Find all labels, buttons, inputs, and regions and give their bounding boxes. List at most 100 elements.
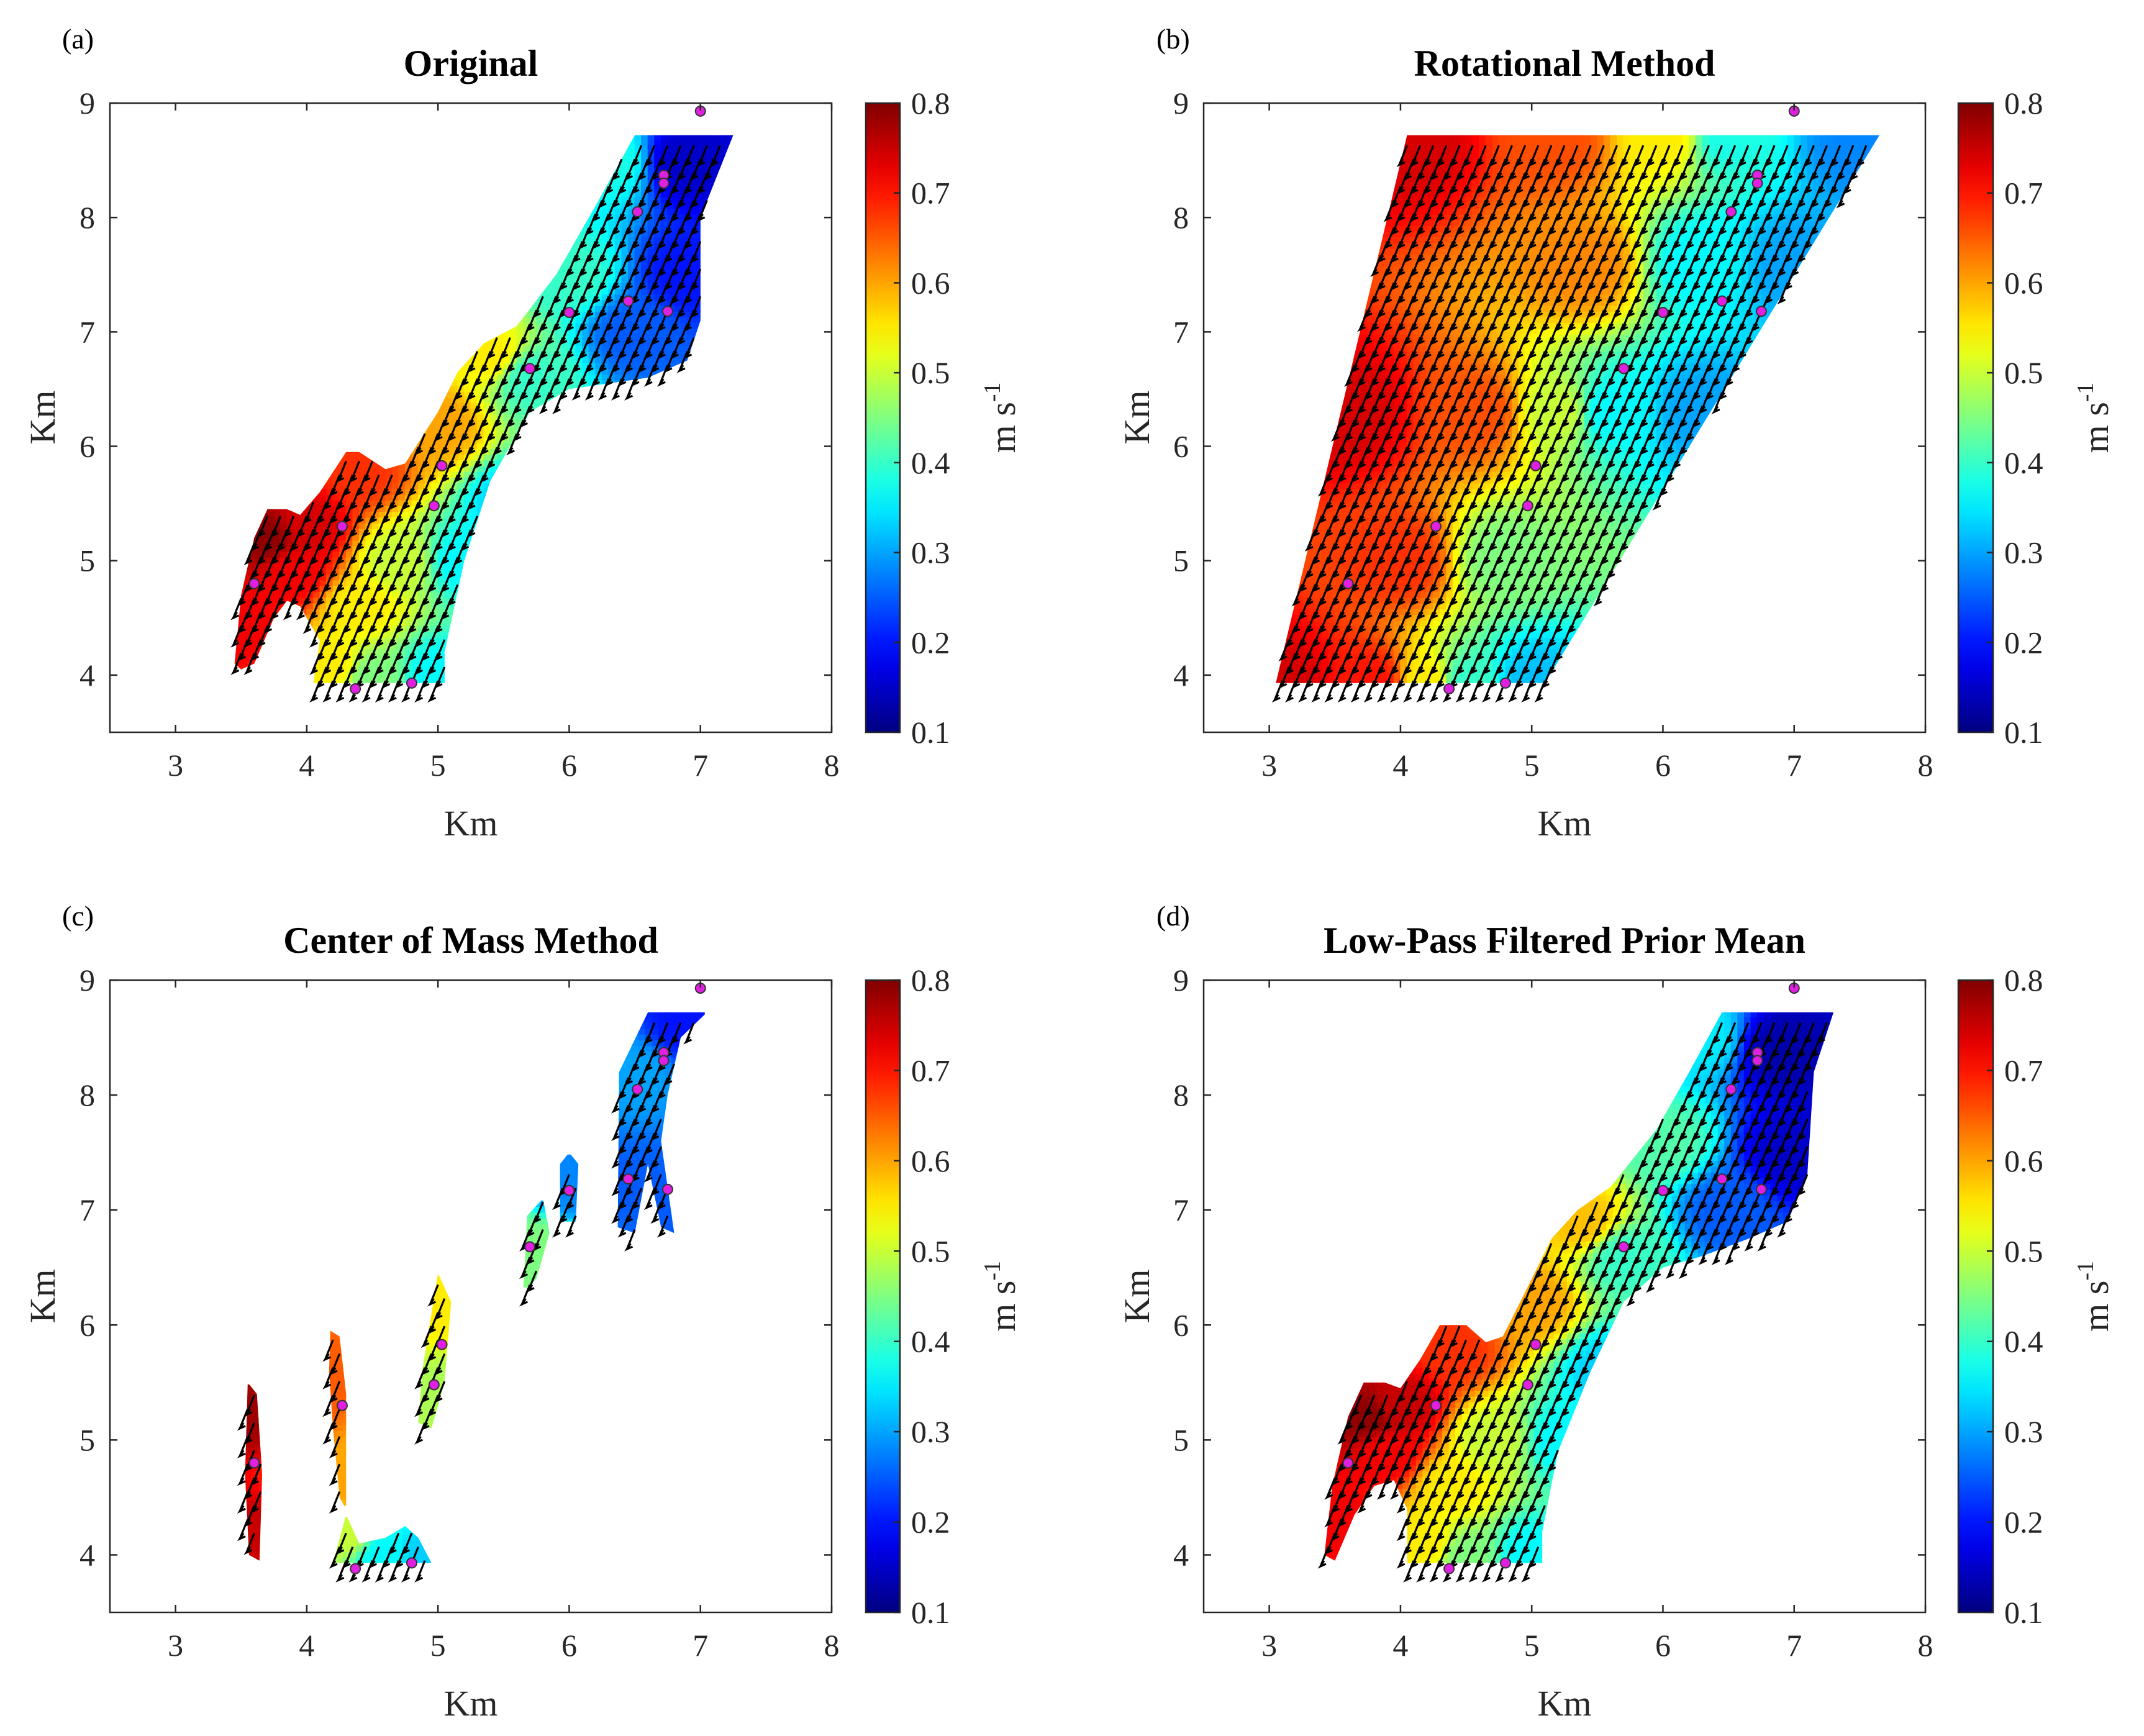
field-cell <box>1413 471 1421 478</box>
field-cell <box>470 540 478 547</box>
field-cell <box>1426 482 1434 489</box>
field-cell <box>654 334 662 340</box>
field-cell <box>614 236 622 243</box>
field-cell <box>1433 185 1440 192</box>
field-cell <box>614 202 622 209</box>
field-cell <box>1433 288 1440 295</box>
field-cell <box>1393 460 1401 466</box>
field-cell <box>706 168 714 175</box>
field-cell <box>444 608 452 615</box>
field-cell <box>319 522 327 529</box>
field-cell <box>240 614 248 621</box>
field-cell <box>1380 614 1388 621</box>
field-cell <box>299 511 307 518</box>
field-cell <box>1387 419 1395 427</box>
velocity-arrowhead <box>420 460 430 470</box>
field-cell <box>1361 460 1368 466</box>
field-cell <box>1387 614 1395 621</box>
field-cell <box>240 574 248 581</box>
field-cell <box>1354 597 1362 604</box>
field-cell <box>529 402 537 409</box>
field-cell <box>378 648 386 655</box>
field-cell <box>706 135 714 140</box>
field-cell <box>391 637 399 644</box>
field-cell <box>660 253 668 261</box>
field-cell <box>1420 471 1427 478</box>
velocity-arrowhead <box>565 378 574 387</box>
field-cell <box>562 253 570 261</box>
velocity-arrowhead <box>578 268 588 277</box>
field-cell <box>1341 460 1349 466</box>
field-cell <box>444 631 452 638</box>
field-cell <box>240 602 248 609</box>
field-cell <box>1315 642 1322 650</box>
field-cell <box>647 202 655 209</box>
velocity-arrowhead <box>656 323 666 332</box>
velocity-arrowhead <box>670 296 679 305</box>
field-cell <box>673 271 681 278</box>
velocity-arrowhead <box>355 488 364 497</box>
field-cell <box>1334 568 1342 575</box>
velocity-arrowhead <box>630 158 640 168</box>
field-cell <box>1400 265 1408 272</box>
field-cell <box>1321 545 1329 552</box>
field-cell <box>693 207 701 215</box>
field-cell <box>417 551 425 558</box>
field-cell <box>1420 499 1427 507</box>
field-cell <box>1347 448 1355 455</box>
field-cell <box>477 351 484 358</box>
field-cell <box>647 157 655 163</box>
field-cell <box>667 345 675 352</box>
field-cell <box>1406 305 1414 312</box>
field-cell <box>404 597 412 604</box>
field-cell <box>417 505 425 512</box>
field-cell <box>667 202 675 209</box>
velocity-arrowhead <box>656 268 666 277</box>
field-cell <box>411 476 419 484</box>
velocity-arrowhead <box>630 323 640 332</box>
velocity-arrowhead <box>525 378 535 387</box>
field-cell <box>608 357 616 363</box>
field-cell <box>719 135 727 140</box>
field-cell <box>1374 665 1381 673</box>
field-cell <box>1361 528 1368 535</box>
field-cell <box>286 511 294 518</box>
station-marker <box>436 460 448 471</box>
field-cell <box>326 568 334 575</box>
field-cell <box>647 162 655 169</box>
field-cell <box>523 374 530 381</box>
field-cell <box>549 368 557 375</box>
field-cell <box>588 334 596 340</box>
field-cell <box>332 528 340 535</box>
field-cell <box>1406 620 1414 627</box>
field-cell <box>1367 597 1375 604</box>
field-cell <box>641 230 648 238</box>
field-cell <box>470 345 478 352</box>
velocity-arrowhead <box>637 365 647 373</box>
field-cell <box>549 391 557 398</box>
field-cell <box>391 608 399 615</box>
field-cell <box>1295 602 1303 609</box>
field-cell <box>706 145 714 152</box>
field-cell <box>628 374 635 381</box>
velocity-arrowhead <box>322 529 332 538</box>
field-cell <box>1433 379 1440 386</box>
field-cell <box>582 362 589 370</box>
field-cell <box>312 608 320 615</box>
field-cell <box>319 614 327 621</box>
velocity-arrowhead <box>676 309 686 319</box>
field-cell <box>687 253 694 261</box>
field-cell <box>345 597 353 604</box>
field-cell <box>1288 625 1296 632</box>
panel-title: Original <box>404 43 538 84</box>
field-cell <box>549 316 557 324</box>
field-cell <box>470 482 478 489</box>
field-cell <box>391 482 399 489</box>
field-cell <box>1334 419 1342 427</box>
field-cell <box>1426 299 1434 306</box>
field-cell <box>1301 597 1309 604</box>
field-cell <box>444 488 452 495</box>
field-cell <box>1433 431 1440 438</box>
field-cell <box>1393 168 1401 175</box>
field-cell <box>450 568 458 575</box>
